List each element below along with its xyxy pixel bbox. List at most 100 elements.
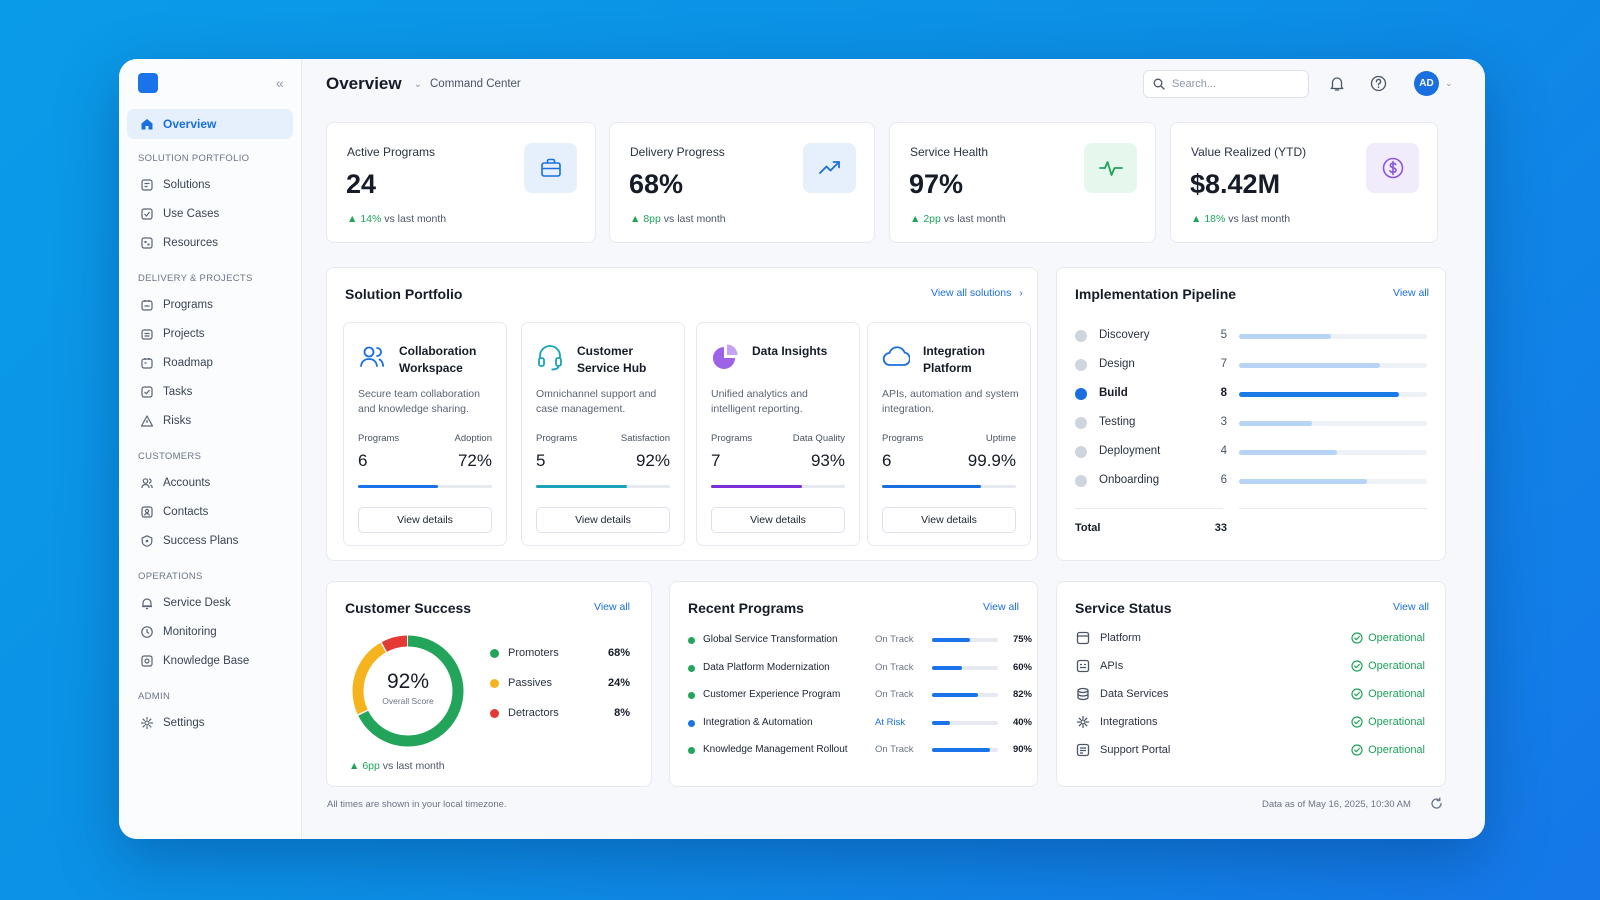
kpi-card-service-health[interactable]: Service Health 97% ▲ 2pp vs last month xyxy=(889,122,1156,243)
metric-label: Programs xyxy=(536,433,578,444)
program-percent: 60% xyxy=(1012,661,1032,673)
progress-fill xyxy=(358,485,439,488)
sidebar-item-service-desk[interactable]: Service Desk xyxy=(127,588,293,617)
legend-name: Passives xyxy=(508,677,553,689)
stage-dot xyxy=(1075,417,1087,429)
program-row[interactable]: Customer Experience Program On Track 82% xyxy=(688,683,1038,711)
view-all-solutions-link[interactable]: View all solutions › xyxy=(931,287,1023,299)
solution-title: Collaboration Workspace xyxy=(399,344,477,375)
customer-success-delta: ▲ 6pp vs last month xyxy=(349,760,445,772)
sidebar-item-roadmap[interactable]: Roadmap xyxy=(127,348,293,377)
stage-bar-fill xyxy=(1239,479,1367,484)
support-portal-icon xyxy=(1075,742,1091,763)
program-row[interactable]: Knowledge Management Rollout On Track 90… xyxy=(688,738,1038,766)
pipeline-stage-testing[interactable]: Testing 3 xyxy=(1075,411,1427,440)
sidebar-item-success-plans[interactable]: Success Plans xyxy=(127,526,293,555)
delta-value: 6pp xyxy=(362,760,380,772)
pipeline-stage-build[interactable]: Build 8 xyxy=(1075,382,1427,411)
arrow-up-icon: ▲ xyxy=(349,760,360,772)
metric-value: 93% xyxy=(810,451,845,470)
solution-card-collaboration-workspace[interactable]: Collaboration Workspace Secure team coll… xyxy=(343,322,507,546)
kpi-card-active-programs[interactable]: Active Programs 24 ▲ 14% vs last month xyxy=(326,122,596,243)
pipeline-stage-design[interactable]: Design 7 xyxy=(1075,353,1427,382)
sidebar-item-solutions[interactable]: Solutions xyxy=(127,170,293,199)
search-input[interactable] xyxy=(1172,78,1292,90)
service-status-view-all-link[interactable]: View all xyxy=(1393,601,1429,613)
sidebar-section-title: OPERATIONS xyxy=(138,571,203,582)
recent-programs-view-all-link[interactable]: View all xyxy=(983,601,1019,613)
sidebar-item-settings[interactable]: Settings xyxy=(127,708,293,737)
app-logo[interactable] xyxy=(138,73,158,93)
avatar[interactable]: AD xyxy=(1414,71,1439,96)
collapse-sidebar-icon[interactable]: « xyxy=(276,75,284,91)
breadcrumb[interactable]: Command Center xyxy=(430,78,521,90)
service-status-card: Service Status View all Platform Operati… xyxy=(1056,581,1446,787)
pipeline-stage-discovery[interactable]: Discovery 5 xyxy=(1075,324,1427,353)
sidebar-item-monitoring[interactable]: Monitoring xyxy=(127,617,293,646)
sidebar-item-label: Contacts xyxy=(163,505,209,518)
sidebar-item-projects[interactable]: Projects xyxy=(127,319,293,348)
sidebar-item-accounts[interactable]: Accounts xyxy=(127,468,293,497)
program-row[interactable]: Data Platform Modernization On Track 60% xyxy=(688,656,1038,684)
solution-title: Customer Service Hub xyxy=(577,344,647,375)
status-dot xyxy=(688,747,695,754)
service-row-apis[interactable]: APIs Operational xyxy=(1075,654,1425,682)
pipeline-stage-deployment[interactable]: Deployment 4 xyxy=(1075,440,1427,469)
service-row-integrations[interactable]: Integrations Operational xyxy=(1075,710,1425,738)
solution-card-data-insights[interactable]: Data Insights Unified analytics and inte… xyxy=(696,322,860,546)
kpi-card-value-realized-ytd[interactable]: Value Realized (YTD) $8.42M ▲ 18% vs las… xyxy=(1170,122,1438,243)
customer-success-view-all-link[interactable]: View all xyxy=(594,601,630,613)
check-circle-icon xyxy=(1351,744,1363,756)
service-row-platform[interactable]: Platform Operational xyxy=(1075,626,1425,654)
service-name: Platform xyxy=(1100,632,1141,644)
help-icon[interactable] xyxy=(1370,75,1387,92)
sidebar-item-contacts[interactable]: Contacts xyxy=(127,497,293,526)
chevron-down-icon[interactable]: ⌄ xyxy=(413,78,422,90)
metric-value: 92% xyxy=(635,451,670,470)
view-details-button[interactable]: View details xyxy=(536,507,670,533)
overall-score-label: Overall Score xyxy=(382,696,434,706)
stage-name: Onboarding xyxy=(1099,474,1160,486)
stage-count: 4 xyxy=(1220,445,1227,457)
delta-value: 14% xyxy=(360,213,382,225)
sidebar-item-label: Monitoring xyxy=(163,625,217,638)
legend-name: Detractors xyxy=(508,707,559,719)
metric-label: Uptime xyxy=(985,433,1016,444)
program-progress-fill xyxy=(932,638,971,642)
kpi-card-delivery-progress[interactable]: Delivery Progress 68% ▲ 8pp vs last mont… xyxy=(609,122,875,243)
bell-icon[interactable] xyxy=(1329,75,1345,92)
chevron-down-icon[interactable]: ⌄ xyxy=(1445,78,1453,88)
legend-value: 8% xyxy=(614,707,630,719)
solution-card-customer-service-hub[interactable]: Customer Service Hub Omnichannel support… xyxy=(521,322,685,546)
sidebar-item-tasks[interactable]: Tasks xyxy=(127,377,293,406)
view-details-button[interactable]: View details xyxy=(358,507,492,533)
sidebar-item-risks[interactable]: Risks xyxy=(127,406,293,435)
sidebar-item-label: Settings xyxy=(163,716,205,729)
pipeline-view-all-link[interactable]: View all xyxy=(1393,287,1429,299)
sidebar-item-resources[interactable]: Resources xyxy=(127,228,293,257)
service-row-data-services[interactable]: Data Services Operational xyxy=(1075,682,1425,710)
sidebar-item-programs[interactable]: Programs xyxy=(127,290,293,319)
card-title: Customer Success xyxy=(345,600,472,616)
headset-icon xyxy=(536,343,564,376)
search-box[interactable] xyxy=(1143,70,1309,98)
sidebar-item-overview[interactable]: Overview xyxy=(127,109,293,139)
view-details-button[interactable]: View details xyxy=(882,507,1016,533)
service-row-support-portal[interactable]: Support Portal Operational xyxy=(1075,738,1425,766)
stage-dot xyxy=(1075,359,1087,371)
sidebar-item-knowledge-base[interactable]: Knowledge Base xyxy=(127,646,293,675)
metric-value: 6 xyxy=(882,451,892,470)
program-row[interactable]: Global Service Transformation On Track 7… xyxy=(688,628,1038,656)
stage-name: Deployment xyxy=(1099,445,1161,457)
program-row[interactable]: Integration & Automation At Risk 40% xyxy=(688,711,1038,739)
view-details-button[interactable]: View details xyxy=(711,507,845,533)
card-title: Implementation Pipeline xyxy=(1075,286,1237,302)
delta-value: 18% xyxy=(1204,213,1226,225)
solution-card-integration-platform[interactable]: Integration Platform APIs, automation an… xyxy=(867,322,1031,546)
sidebar-item-use-cases[interactable]: Use Cases xyxy=(127,199,293,228)
sidebar-item-label: Risks xyxy=(163,414,192,427)
status-label: Operational xyxy=(1368,716,1425,728)
pipeline-stage-onboarding[interactable]: Onboarding 6 xyxy=(1075,469,1427,498)
refresh-icon[interactable] xyxy=(1430,797,1443,810)
accounts-icon xyxy=(140,476,154,490)
